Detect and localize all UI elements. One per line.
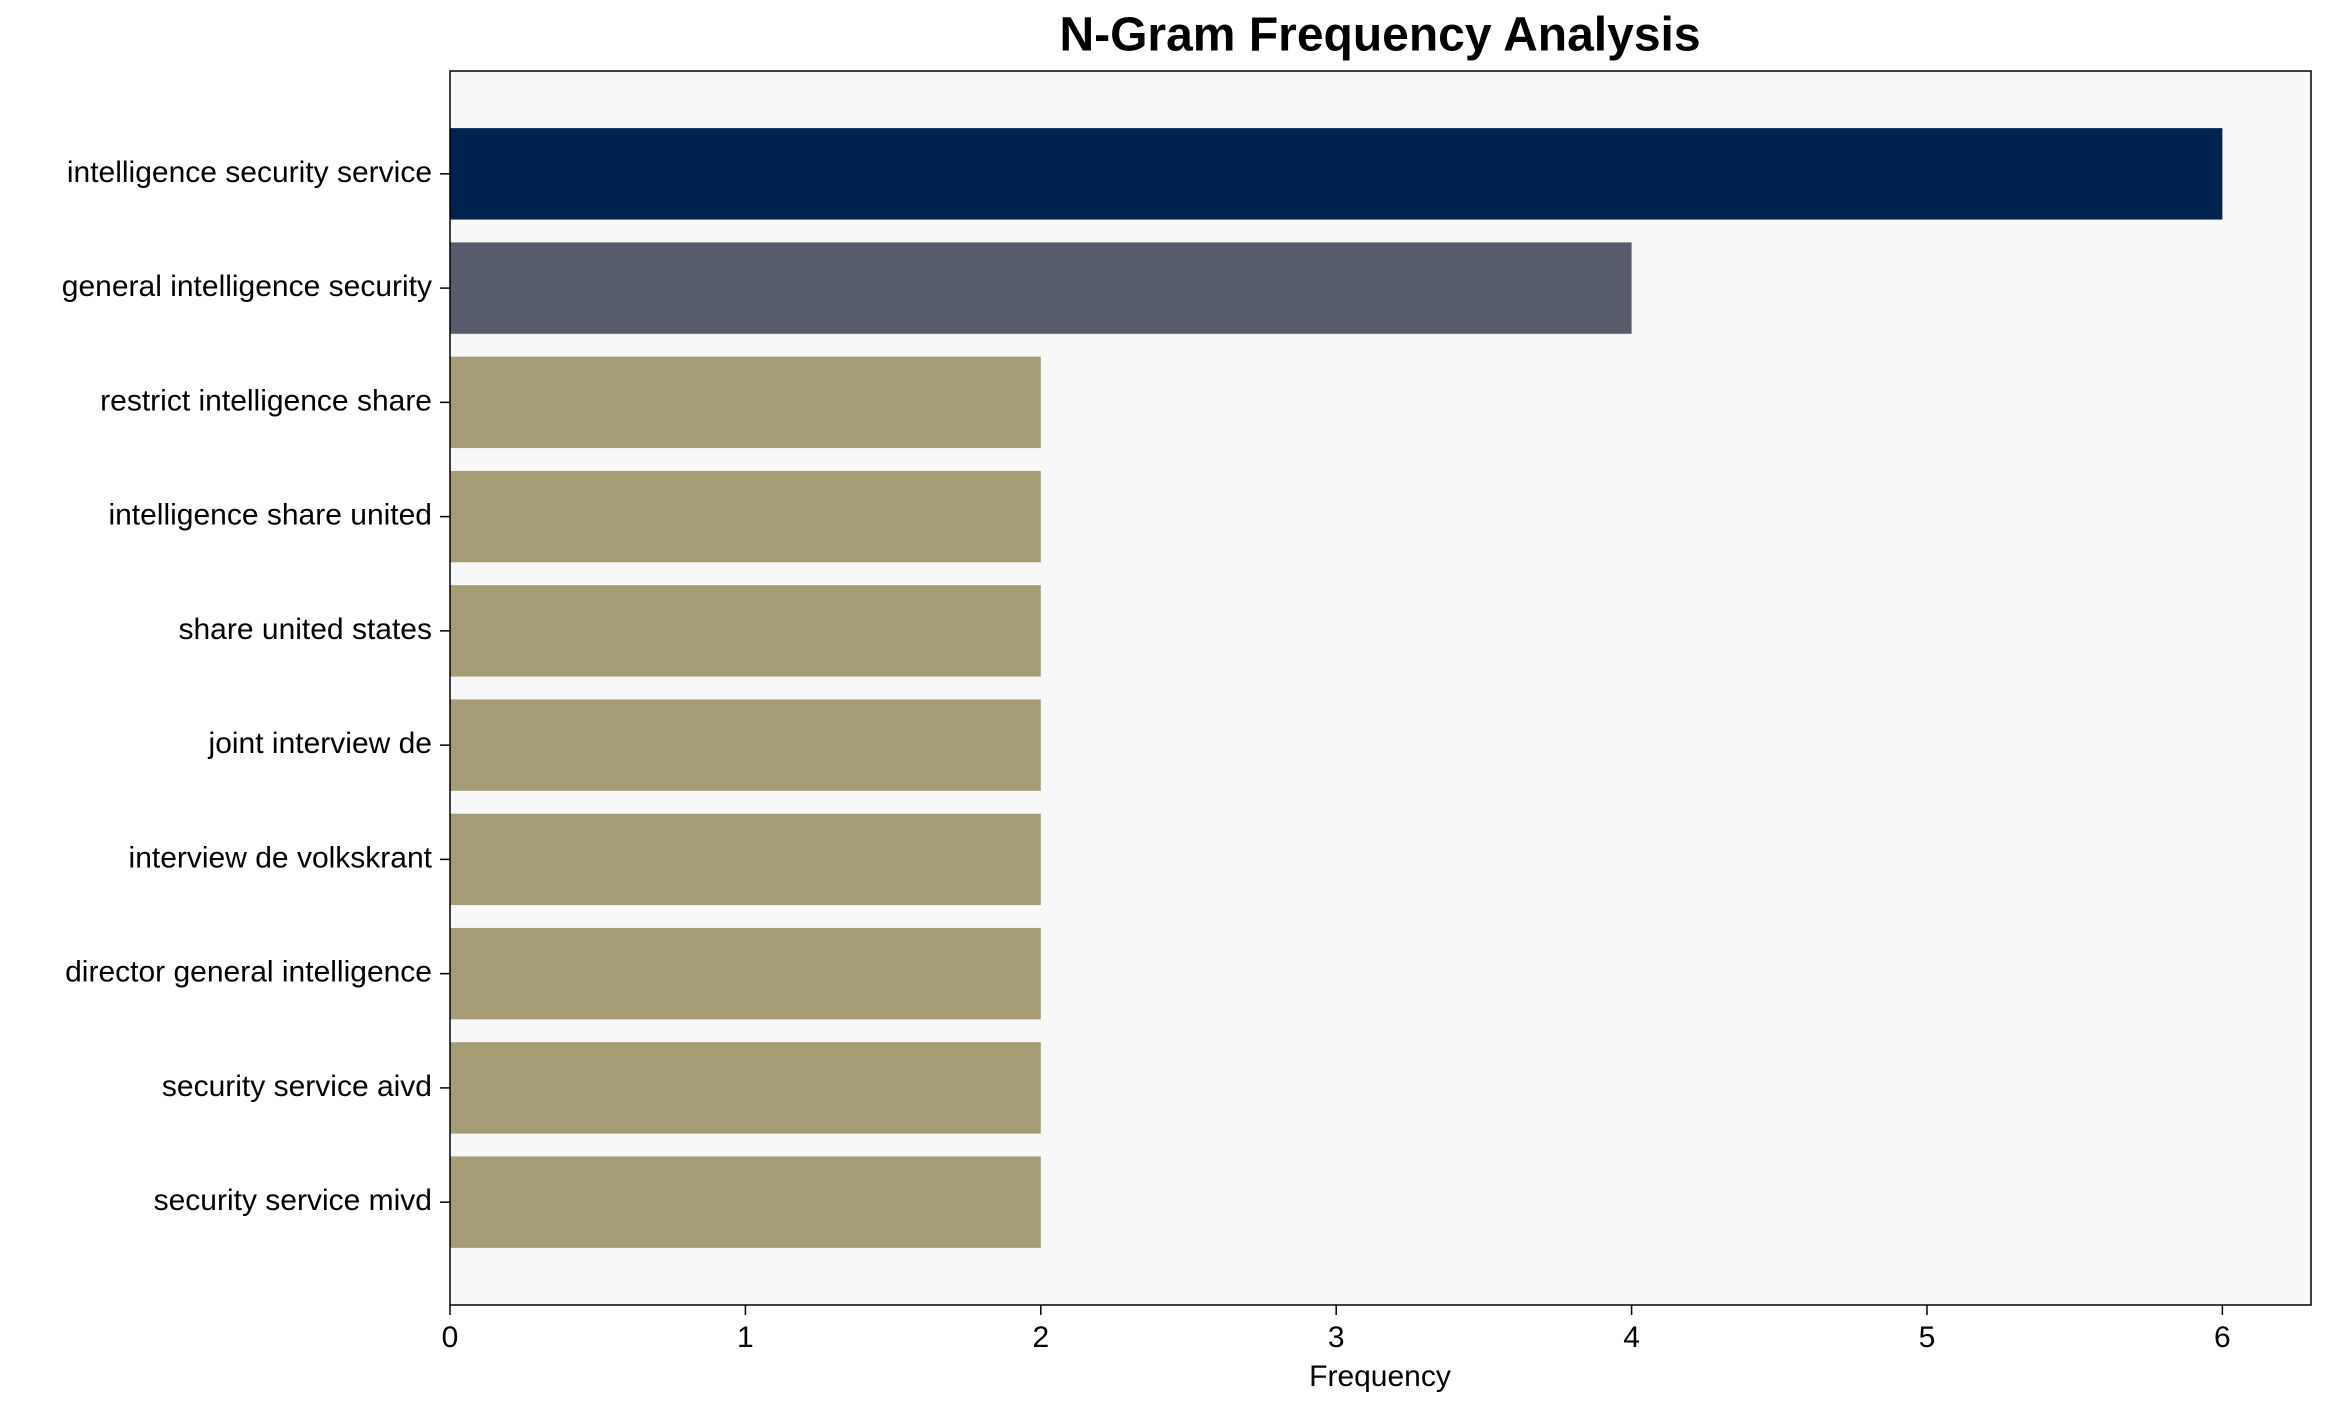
bar [450, 128, 2223, 220]
bar [450, 1042, 1041, 1134]
bar [450, 242, 1632, 334]
x-tick-label: 5 [1919, 1321, 1936, 1354]
bar [450, 813, 1041, 906]
y-tick-label: joint interview de [208, 727, 432, 760]
y-tick-label: director general intelligence [65, 956, 432, 989]
chart-title: N-Gram Frequency Analysis [1059, 9, 1700, 62]
bar [450, 356, 1041, 449]
y-tick-label: security service mivd [154, 1184, 432, 1217]
x-tick-label: 1 [737, 1321, 754, 1354]
y-tick-label: security service aivd [162, 1070, 432, 1103]
bar [450, 585, 1041, 677]
y-tick-label: intelligence security service [67, 156, 432, 189]
x-tick-label: 4 [1623, 1321, 1640, 1354]
x-axis-label: Frequency [1309, 1360, 1451, 1393]
x-tick-label: 3 [1328, 1321, 1345, 1354]
x-tick-label: 2 [1032, 1321, 1049, 1354]
axes-frame [449, 70, 2312, 1306]
y-tick-label: share united states [179, 613, 433, 646]
x-tick-label: 6 [2214, 1321, 2231, 1354]
y-tick-label: interview de volkskrant [129, 841, 433, 874]
y-tick-label: restrict intelligence share [100, 384, 432, 417]
bar [450, 927, 1041, 1020]
bar [450, 470, 1041, 563]
y-tick-label: intelligence share united [108, 499, 432, 532]
bar [450, 1156, 1041, 1248]
bar [450, 699, 1041, 791]
x-tick-label: 0 [442, 1321, 459, 1354]
y-tick-label: general intelligence security [62, 270, 432, 303]
